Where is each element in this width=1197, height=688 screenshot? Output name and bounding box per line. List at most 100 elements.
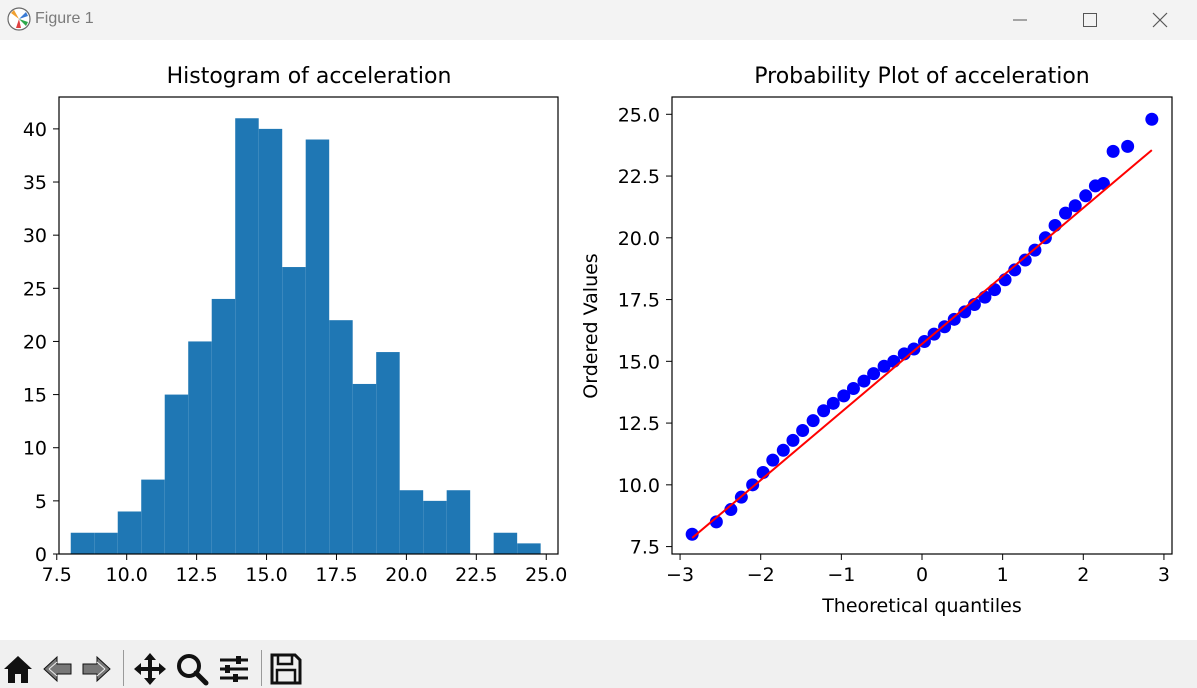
histogram-bar — [70, 532, 95, 554]
figure-canvas[interactable]: Histogram of acceleration 7.5 10.0 12.5 15.… — [0, 40, 1197, 640]
probplot-point — [1145, 112, 1159, 126]
forward-icon[interactable] — [78, 651, 114, 687]
histogram-bar — [117, 511, 142, 554]
histogram-bar — [399, 490, 424, 554]
probplot-point — [1008, 263, 1022, 277]
histogram-bar — [282, 267, 306, 554]
histogram-bar — [423, 500, 447, 554]
maximize-button[interactable] — [1055, 0, 1125, 40]
probplot-fit-line — [691, 149, 1153, 539]
probplot-point — [1121, 139, 1135, 153]
probplot-axes: Probability Plot of acceleration −3 −2 −1 0… — [580, 64, 1173, 617]
back-icon[interactable] — [40, 651, 76, 687]
toolbar-separator — [261, 650, 262, 686]
y-tick-label: 10 — [23, 438, 47, 460]
histogram-bar — [517, 543, 541, 554]
probplot-xlabel: Theoretical quantiles — [821, 595, 1022, 617]
histogram-bar — [376, 352, 400, 554]
probplot-title: Probability Plot of acceleration — [754, 64, 1089, 89]
probplot-point — [1096, 176, 1110, 190]
window-title: Figure 1 — [35, 10, 94, 27]
histogram-bar — [329, 320, 353, 554]
y-tick-label: 22.5 — [618, 166, 660, 188]
x-tick-label: 2 — [1077, 564, 1089, 586]
histogram-bar — [94, 532, 118, 554]
histogram-frame — [58, 96, 559, 555]
minimize-icon — [1013, 19, 1027, 21]
x-tick-label: −2 — [747, 564, 775, 586]
histogram-bar — [305, 139, 330, 554]
x-tick-label: 0 — [916, 564, 928, 586]
x-tick-label: 15.0 — [245, 564, 287, 586]
x-tick-label: 25.0 — [525, 564, 567, 586]
probplot-point — [1059, 206, 1073, 220]
probplot-point — [786, 433, 800, 447]
x-tick-label: 12.5 — [175, 564, 217, 586]
home-icon[interactable] — [0, 651, 36, 687]
histogram-bar — [188, 341, 212, 554]
matplotlib-app-icon — [7, 7, 31, 31]
probplot-point — [1018, 253, 1032, 267]
probplot-x-ticks: −3 −2 −1 0 1 2 3 — [666, 554, 1170, 586]
histogram-bar — [211, 298, 236, 554]
y-tick-label: 40 — [23, 119, 47, 141]
histogram-bar — [258, 128, 283, 554]
probplot-point — [1038, 231, 1052, 245]
y-tick-label: 12.5 — [618, 413, 660, 435]
probplot-point — [887, 354, 901, 368]
zoom-icon[interactable] — [174, 651, 210, 687]
histogram-bar — [493, 532, 518, 554]
close-button[interactable] — [1125, 0, 1195, 40]
histogram-bars — [70, 118, 541, 555]
probplot-point — [1048, 218, 1062, 232]
histogram-bar — [235, 118, 259, 555]
probplot-point — [1106, 144, 1120, 158]
y-tick-label: 10.0 — [618, 475, 660, 497]
histogram-x-ticks: 7.5 10.0 12.5 15.0 17.5 20.0 22.5 25.0 — [42, 554, 567, 586]
x-tick-label: −1 — [827, 564, 855, 586]
y-tick-label: 20 — [23, 331, 47, 353]
x-tick-label: −3 — [666, 564, 694, 586]
minimize-button[interactable] — [985, 0, 1055, 40]
histogram-axes: Histogram of acceleration 7.5 10.0 12.5 15.… — [23, 64, 568, 586]
pan-icon[interactable] — [132, 651, 168, 687]
histogram-bar — [352, 383, 377, 554]
probplot-point — [846, 381, 860, 395]
probplot-point — [907, 342, 921, 356]
y-tick-label: 7.5 — [630, 537, 660, 559]
close-icon — [1152, 12, 1168, 28]
x-tick-label: 3 — [1158, 564, 1170, 586]
histogram-bar — [164, 394, 189, 554]
histogram-title: Histogram of acceleration — [167, 64, 452, 89]
probplot-point — [988, 283, 1002, 297]
y-tick-label: 25.0 — [618, 104, 660, 126]
probplot-point — [806, 414, 820, 428]
probplot-point — [867, 367, 881, 381]
probplot-point — [766, 453, 780, 467]
y-tick-label: 30 — [23, 225, 47, 247]
probplot-y-ticks: 7.5 10.0 12.5 15.0 17.5 20.0 22.5 25.0 — [618, 104, 672, 559]
y-tick-label: 25 — [23, 278, 47, 300]
histogram-bar — [446, 490, 471, 554]
x-tick-label: 20.0 — [385, 564, 427, 586]
x-tick-label: 22.5 — [455, 564, 497, 586]
probplot-point — [857, 374, 871, 388]
probplot-point — [724, 503, 738, 517]
save-icon[interactable] — [268, 651, 304, 687]
x-tick-label: 1 — [997, 564, 1009, 586]
probplot-point — [958, 305, 972, 319]
probplot-point — [1079, 189, 1093, 203]
probplot-point — [826, 396, 840, 410]
y-tick-label: 15.0 — [618, 351, 660, 373]
configure-icon[interactable] — [216, 651, 252, 687]
probplot-point — [837, 389, 851, 403]
window-titlebar: Figure 1 — [0, 0, 1197, 40]
probplot-point — [1068, 199, 1082, 213]
y-tick-label: 15 — [23, 385, 47, 407]
probplot-point — [796, 423, 810, 437]
histogram-y-ticks: 0 5 10 15 20 25 30 35 40 — [23, 119, 59, 566]
x-tick-label: 10.0 — [106, 564, 148, 586]
probplot-point — [685, 527, 699, 541]
y-tick-label: 5 — [35, 491, 47, 513]
x-tick-label: 17.5 — [315, 564, 357, 586]
